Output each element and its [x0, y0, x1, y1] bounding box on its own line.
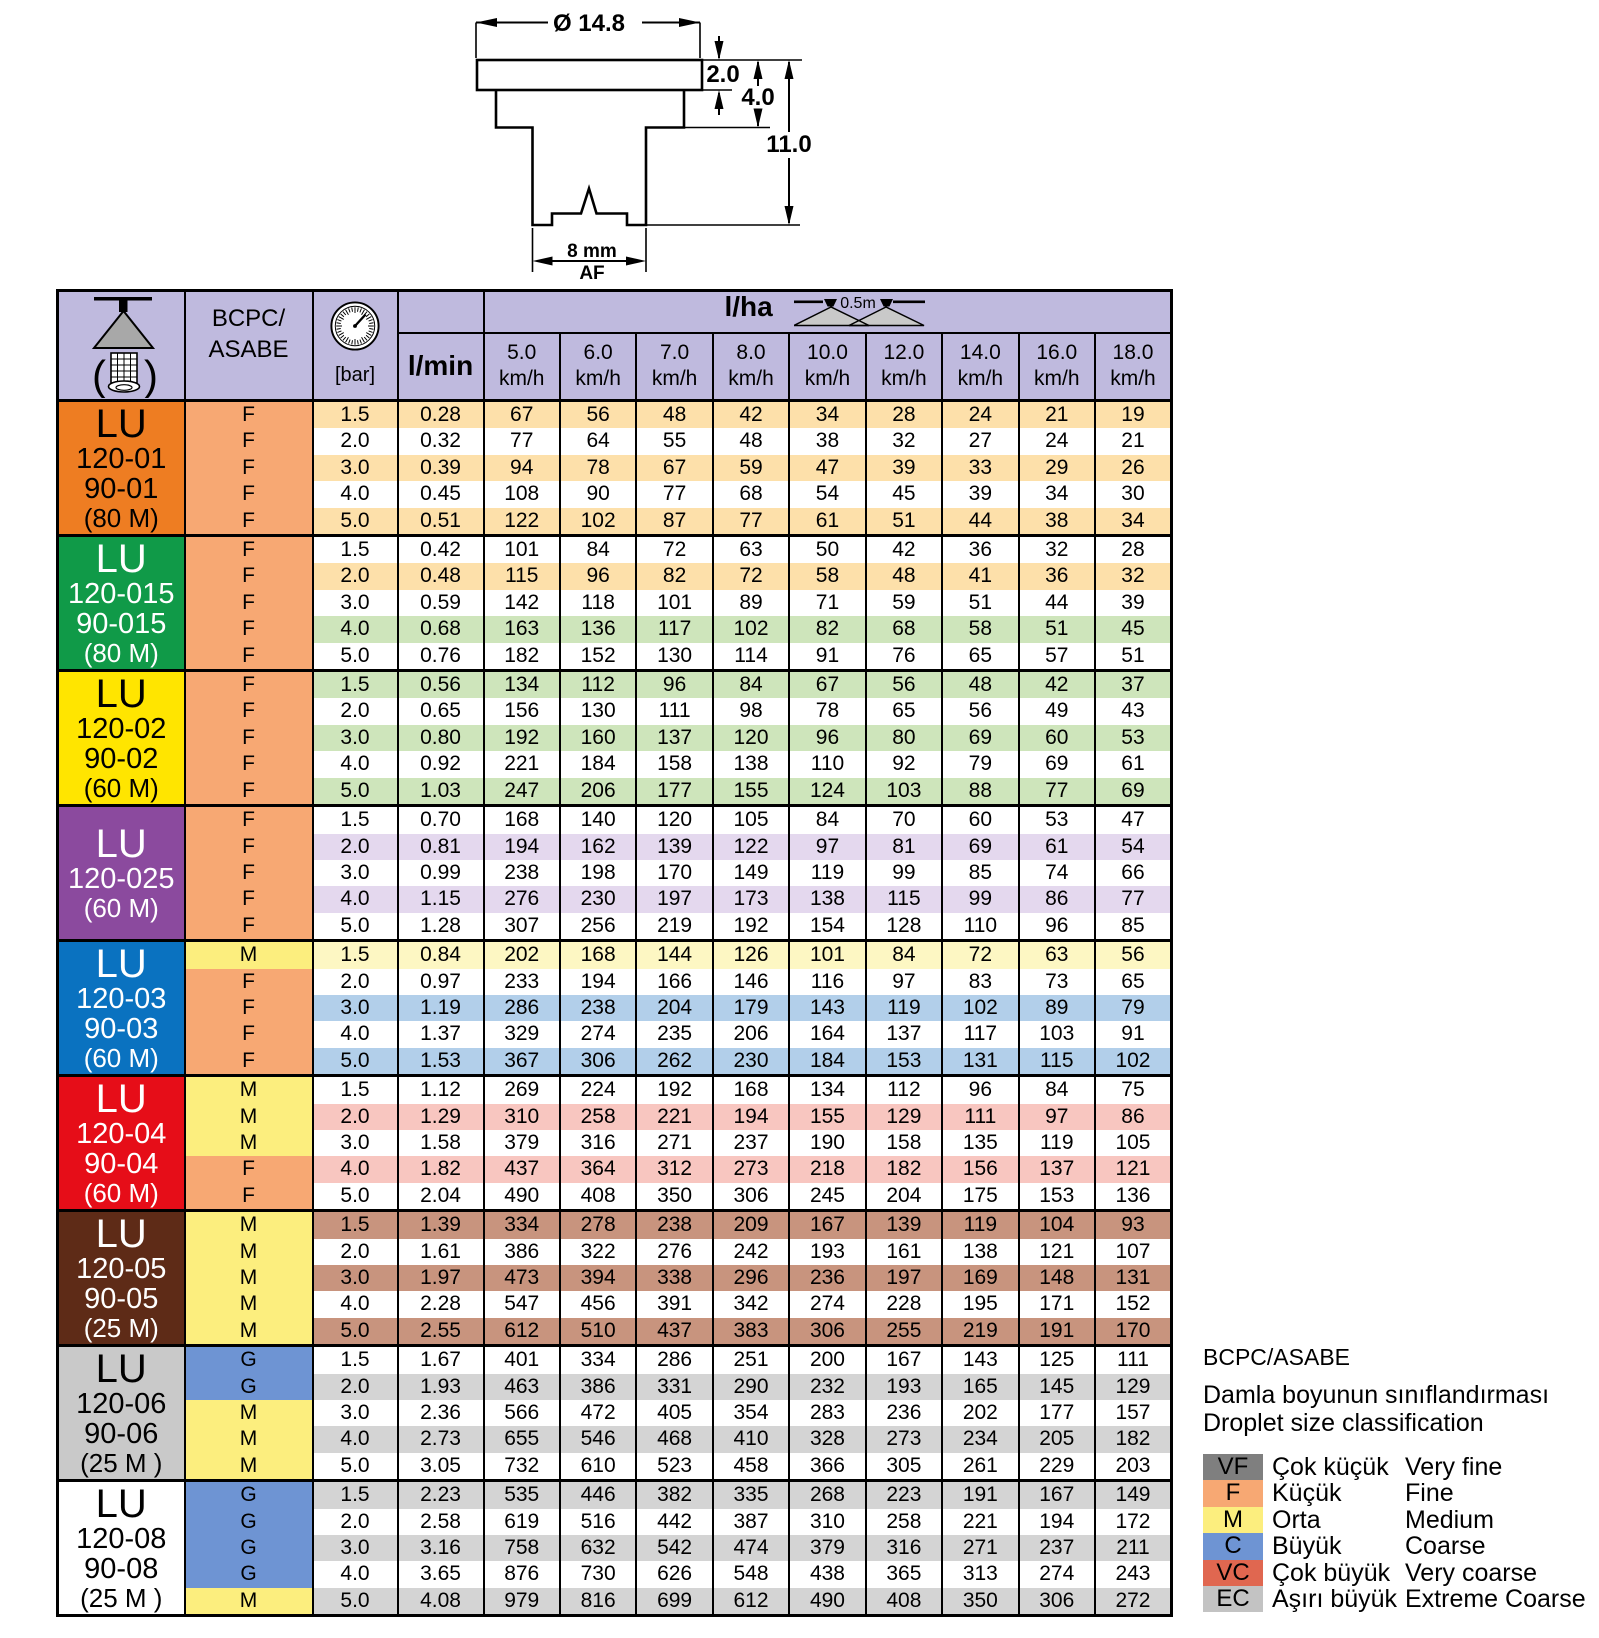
- svg-text:(: (: [92, 352, 106, 398]
- svg-text:Ø 14.8: Ø 14.8: [553, 10, 625, 37]
- svg-text:11.0: 11.0: [766, 131, 811, 158]
- svg-text:8 mm: 8 mm: [567, 241, 617, 262]
- svg-text:4.0: 4.0: [741, 84, 774, 111]
- svg-text:): ): [144, 352, 158, 398]
- svg-text:AF: AF: [579, 263, 604, 284]
- svg-text:0.5m: 0.5m: [840, 295, 876, 312]
- svg-text:2.0: 2.0: [706, 61, 739, 88]
